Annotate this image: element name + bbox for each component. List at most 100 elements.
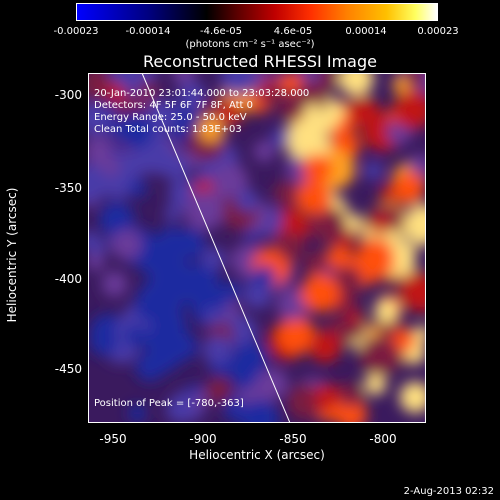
intensity-blob: [166, 395, 194, 423]
y-tick-label: -300: [54, 88, 82, 102]
intensity-blob: [358, 238, 397, 277]
intensity-blob: [338, 382, 363, 407]
colorbar-tick: -4.6e-05: [200, 26, 242, 37]
intensity-blob: [287, 383, 324, 420]
intensity-blob: [347, 321, 367, 340]
intensity-blob: [314, 383, 342, 411]
intensity-blob: [364, 373, 387, 395]
intensity-blob: [164, 205, 181, 222]
y-tick-label: -400: [54, 272, 82, 286]
intensity-blob: [211, 163, 249, 201]
intensity-blob: [111, 229, 143, 260]
timestamp: 2-Aug-2013 02:32: [403, 486, 494, 497]
y-axis-label: Heliocentric Y (arcsec): [5, 187, 19, 323]
y-tick-label: -350: [54, 181, 82, 195]
intensity-blob: [302, 153, 333, 184]
intensity-blob: [296, 179, 332, 215]
intensity-blob: [279, 99, 302, 121]
intensity-blob: [128, 404, 146, 423]
colorbar-tick: -0.00023: [53, 26, 99, 37]
plot-title: Reconstructed RHESSI Image: [143, 52, 377, 71]
intensity-blob: [300, 273, 340, 313]
intensity-blob: [393, 89, 426, 130]
intensity-blob: [326, 245, 352, 271]
intensity-blob: [220, 73, 255, 96]
intensity-blob: [88, 163, 109, 204]
intensity-blob: [374, 298, 399, 324]
intensity-blob: [89, 326, 119, 356]
intensity-blob: [344, 214, 363, 233]
intensity-blob: [309, 331, 341, 363]
intensity-blob: [256, 367, 289, 400]
intensity-blob: [204, 307, 224, 327]
x-tick-label: -900: [189, 432, 217, 446]
intensity-blob: [101, 271, 128, 297]
intensity-blob: [243, 280, 272, 309]
intensity-blob: [409, 154, 426, 177]
colorbar: [76, 3, 438, 21]
intensity-blob: [304, 103, 321, 119]
intensity-blob: [172, 73, 196, 85]
detectors-label: Detectors: 4F 5F 6F 7F 8F, Att 0: [94, 100, 254, 111]
colorbar-tick: 4.6e-05: [273, 26, 313, 37]
intensity-blob: [116, 111, 154, 150]
intensity-blob: [277, 315, 316, 354]
colorbar-tick: -0.00014: [125, 26, 171, 37]
colorbar-tick: 0.00023: [417, 26, 459, 37]
intensity-blob: [280, 73, 303, 94]
intensity-blob: [358, 335, 399, 376]
intensity-blob: [304, 250, 330, 276]
intensity-blob: [200, 278, 221, 298]
intensity-blob: [399, 271, 426, 311]
intensity-blob: [192, 390, 209, 407]
intensity-blob: [363, 161, 383, 181]
intensity-blob: [274, 180, 301, 208]
colorbar-units: (photons cm⁻² s⁻¹ asec⁻²): [185, 39, 315, 50]
energy-range-label: Energy Range: 25.0 - 50.0 keV: [94, 112, 247, 123]
intensity-blob: [297, 129, 331, 163]
intensity-blob: [338, 73, 374, 97]
limb-line: [141, 73, 291, 423]
intensity-blob: [370, 214, 391, 235]
intensity-blob: [135, 352, 165, 382]
intensity-blob: [392, 240, 416, 264]
clean-counts-label: Clean Total counts: 1.83E+03: [94, 124, 242, 135]
intensity-blob: [276, 231, 305, 261]
y-tick-label: -450: [54, 362, 82, 376]
x-tick-label: -850: [279, 432, 307, 446]
intensity-blob: [88, 136, 114, 167]
x-tick-label: -800: [369, 432, 397, 446]
intensity-blob: [413, 325, 426, 343]
intensity-blob: [332, 265, 363, 296]
intensity-blob: [253, 140, 275, 162]
colorbar-tick: 0.00014: [345, 26, 387, 37]
intensity-blob: [403, 73, 426, 87]
intensity-blob: [135, 283, 169, 317]
intensity-blob: [404, 204, 426, 241]
peak-position-label: Position of Peak = [-780,-363]: [94, 398, 244, 409]
intensity-blob: [184, 190, 224, 231]
intensity-blob: [88, 251, 105, 271]
x-tick-label: -950: [99, 432, 127, 446]
intensity-blob: [207, 340, 228, 362]
intensity-blob: [235, 189, 259, 213]
intensity-blob: [124, 325, 147, 348]
intensity-blob: [391, 327, 417, 353]
intensity-blob: [254, 403, 275, 423]
intensity-blob: [98, 201, 135, 238]
x-axis-label: Heliocentric X (arcsec): [189, 448, 325, 462]
rhessi-image: [88, 73, 426, 423]
intensity-blob: [325, 101, 345, 121]
intensity-blob: [205, 377, 232, 404]
intensity-blob: [202, 246, 226, 270]
intensity-blob: [216, 100, 243, 127]
intensity-blob: [163, 154, 190, 181]
intensity-blob: [253, 265, 276, 288]
intensity-blob: [128, 179, 147, 198]
intensity-blob: [392, 171, 425, 205]
intensity-blob: [198, 116, 224, 143]
intensity-blob: [361, 127, 379, 146]
intensity-blob: [399, 381, 426, 414]
intensity-blob: [178, 82, 207, 111]
intensity-blob: [106, 83, 126, 104]
